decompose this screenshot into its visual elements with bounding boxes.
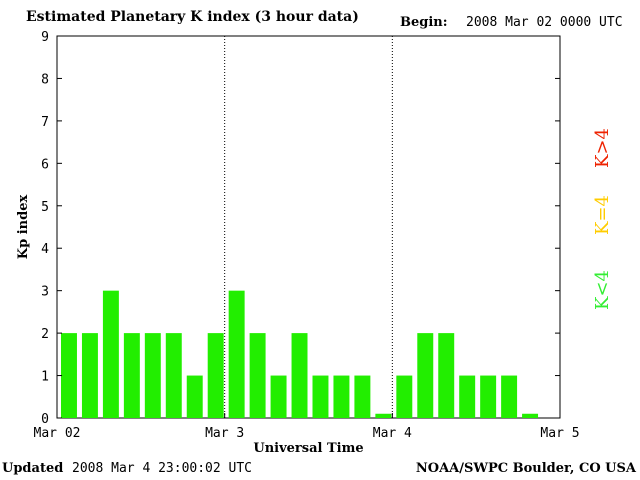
y-tick-label: 6 (41, 157, 49, 172)
kp-bar (123, 333, 140, 418)
updated-timestamp: 2008 Mar 4 23:00:02 UTC (72, 461, 253, 476)
y-axis-title: Kp index (16, 195, 31, 260)
y-tick-label: 9 (41, 30, 49, 45)
kp-bar (522, 413, 539, 418)
kp-bar (312, 375, 329, 418)
legend-entry: K<4 (592, 270, 613, 310)
legend-entry: K=4 (592, 195, 613, 235)
kp-bar (61, 333, 77, 418)
legend-entry: K>4 (592, 128, 613, 168)
kp-bar (375, 413, 392, 418)
begin-timestamp: 2008 Mar 02 0000 UTC (466, 15, 623, 30)
y-tick-label: 7 (41, 115, 49, 130)
begin-label: Begin: (400, 15, 448, 30)
kp-bar (501, 375, 518, 418)
y-tick-label: 5 (41, 200, 49, 215)
kp-bar (333, 375, 350, 418)
y-tick-label: 4 (41, 242, 49, 257)
x-tick-label: Mar 4 (373, 426, 412, 441)
chart-title: Estimated Planetary K index (3 hour data… (26, 9, 359, 25)
kp-bar (207, 333, 224, 418)
kp-bar (228, 290, 245, 418)
kp-bar (144, 333, 161, 418)
source-credit: NOAA/SWPC Boulder, CO USA (415, 461, 636, 476)
kp-bar (270, 375, 287, 418)
kp-bar (480, 375, 497, 418)
updated-label: Updated (2, 461, 64, 476)
kp-bar (249, 333, 266, 418)
x-tick-label: Mar 5 (540, 426, 579, 441)
y-tick-label: 3 (41, 285, 49, 300)
kp-bar (354, 375, 371, 418)
kp-bar (459, 375, 476, 418)
kp-bar (165, 333, 182, 418)
kp-bar (417, 333, 434, 418)
x-axis-title: Universal Time (253, 441, 363, 456)
y-tick-label: 0 (41, 412, 49, 427)
kp-bar (102, 290, 119, 418)
kp-bar (438, 333, 455, 418)
kp-bar (186, 375, 203, 418)
kp-bar (291, 333, 308, 418)
kp-bar (396, 375, 413, 418)
kp-bar (81, 333, 98, 418)
x-tick-label: Mar 3 (205, 426, 244, 441)
y-tick-label: 1 (41, 370, 49, 385)
y-tick-label: 2 (41, 327, 49, 342)
plot-frame (56, 35, 561, 419)
y-tick-label: 8 (41, 72, 49, 87)
x-tick-label: Mar 02 (34, 426, 81, 441)
